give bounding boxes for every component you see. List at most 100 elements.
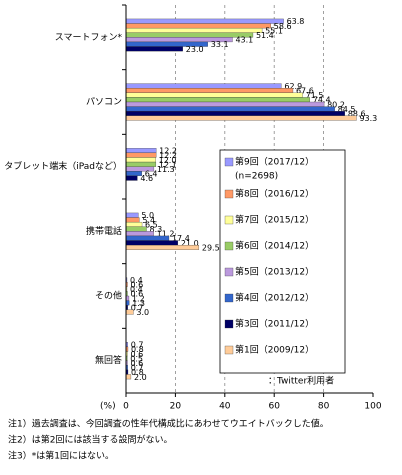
value-label: 17.4 (172, 234, 190, 243)
value-label: 6.4 (145, 170, 158, 179)
bar (125, 175, 138, 181)
x-axis-label: (%) (100, 402, 116, 412)
y-tick-label: スマートフォン* (55, 33, 123, 43)
value-label: 0.6 (130, 359, 143, 368)
legend-label: 第9回（2017/12） (235, 156, 314, 168)
value-label: 12.0 (159, 156, 177, 165)
x-tick-label: 80 (318, 402, 330, 412)
x-tick-label: 20 (170, 402, 182, 412)
value-label: 51.4 (256, 31, 274, 40)
value-label: 8.3 (150, 225, 163, 234)
note: 注1）過去調査は、今回調査の性年代構成比にあわせてウエイトバックした値。 (8, 418, 329, 430)
value-label: 74.4 (313, 96, 331, 105)
x-tick-label: 0 (123, 402, 129, 412)
y-tick-label: 無回答 (95, 354, 122, 366)
bar (125, 152, 157, 158)
legend-swatch (224, 345, 234, 355)
bar (125, 46, 183, 52)
value-label: 11.3 (157, 165, 175, 174)
x-tick-label: 60 (268, 402, 280, 412)
bar (125, 92, 303, 98)
value-label: 12.2 (159, 151, 177, 160)
value-label: 88.6 (348, 110, 366, 119)
bar (125, 221, 143, 227)
value-label: 21.0 (181, 239, 199, 248)
bar (125, 97, 310, 103)
bar (125, 106, 335, 112)
legend-swatch (224, 293, 234, 303)
value-label: 3.0 (136, 308, 149, 317)
value-label: 0.6 (130, 290, 143, 299)
bar (125, 309, 134, 315)
value-label: 11.2 (157, 230, 175, 239)
note: 注3）*は第1回にはない。 (8, 450, 114, 462)
value-label: 55.1 (265, 26, 283, 35)
note: 注2）は第2回には該当する設問がない。 (8, 434, 172, 446)
bar (125, 27, 263, 33)
value-label: 80.2 (327, 100, 345, 109)
value-label: 23.0 (186, 45, 204, 54)
bar (125, 83, 282, 89)
bar (125, 374, 132, 380)
bar (125, 115, 357, 121)
bar (125, 217, 140, 223)
value-label: 4.6 (140, 174, 153, 183)
legend-label: 第7回（2015/12） (235, 214, 314, 226)
bar (125, 157, 156, 163)
legend-note: (n=2698) (235, 172, 278, 182)
value-label: 2.0 (134, 373, 147, 382)
y-tick-label: 携帯電話 (86, 225, 122, 237)
value-label: 0.6 (130, 281, 143, 290)
value-label: 0.7 (131, 341, 144, 350)
value-label: 62.9 (284, 82, 302, 91)
legend-swatch (224, 189, 234, 199)
y-tick-label: その他 (95, 290, 122, 302)
value-label: 63.8 (287, 17, 305, 26)
bar (125, 161, 157, 167)
value-label: 33.1 (211, 40, 229, 49)
value-label: 6.5 (145, 220, 158, 229)
value-label: 12.1 (159, 160, 177, 169)
value-label: 0.8 (131, 345, 144, 354)
value-label: 84.5 (338, 105, 356, 114)
value-label: 1.2 (132, 294, 145, 303)
value-label: 1.3 (132, 299, 145, 308)
bar (125, 111, 345, 116)
legend-label: 第6回（2014/12） (235, 240, 314, 252)
bar (125, 101, 325, 107)
value-label: 12.2 (159, 147, 177, 156)
legend-box (219, 149, 346, 374)
legend-swatch (224, 267, 234, 277)
value-label: 5.0 (141, 211, 154, 220)
value-label: 29.5 (202, 243, 220, 252)
value-label: 71.5 (306, 91, 324, 100)
legend-swatch (224, 319, 234, 329)
legend-swatch (224, 215, 234, 225)
bar (125, 148, 157, 154)
legend-swatch (224, 157, 234, 167)
bar (125, 212, 139, 218)
legend-label: 第3回（2011/12） (235, 318, 314, 330)
value-label: 0.8 (131, 368, 144, 377)
annotation: ：Twitter利用者 (268, 375, 334, 387)
bar (125, 244, 200, 250)
legend-label: 第4回（2012/12） (235, 292, 314, 304)
value-label: 93.3 (359, 114, 377, 123)
value-label: 0.4 (130, 276, 143, 285)
bar (125, 88, 294, 93)
legend-label: 第1回（2009/12） (235, 344, 314, 356)
value-label: 67.6 (296, 87, 314, 96)
value-label: 0.5 (130, 354, 143, 363)
legend-label: 第8回（2016/12） (235, 188, 314, 200)
bar (125, 231, 154, 237)
bar (125, 23, 271, 29)
bar (125, 18, 284, 24)
bar (125, 32, 254, 38)
bar (125, 240, 179, 246)
bar (125, 235, 170, 241)
value-label: 58.6 (274, 22, 292, 31)
x-tick-label: 40 (219, 402, 231, 412)
y-tick-label: パソコン (86, 97, 122, 108)
value-label: 43.1 (235, 36, 253, 45)
